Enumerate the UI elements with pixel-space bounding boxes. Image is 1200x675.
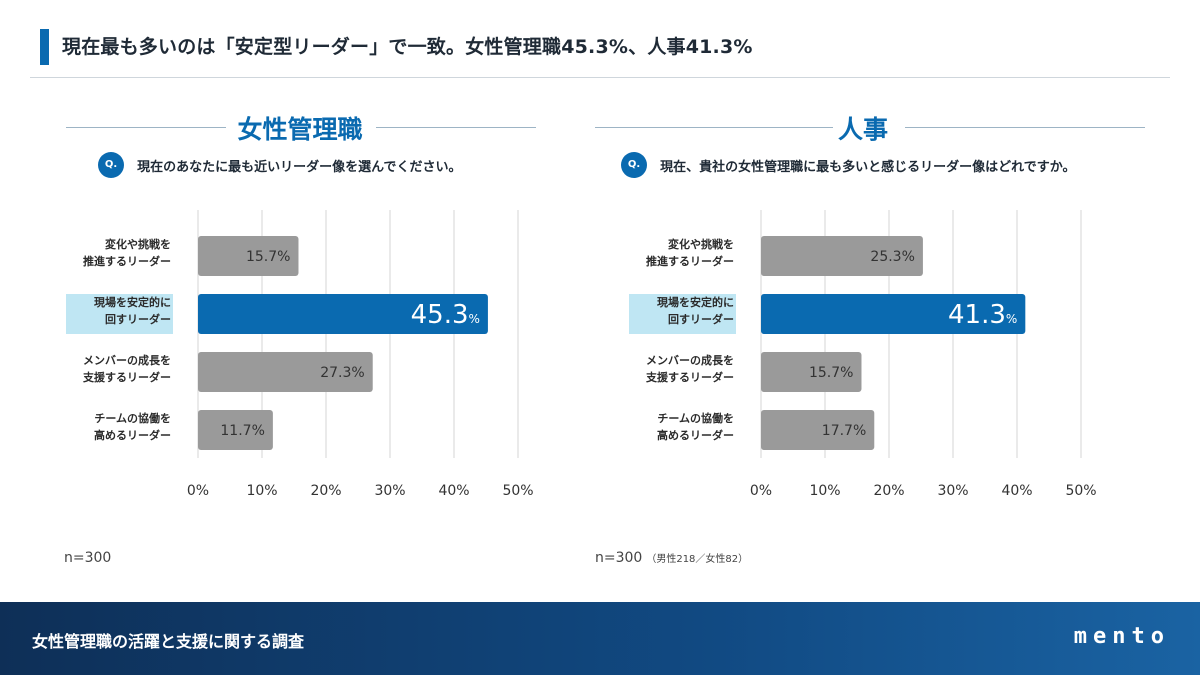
title-line-left [595,127,833,128]
category-label: メンバーの成長を [83,353,171,367]
question-icon: Q. [98,152,124,178]
bar [761,236,923,276]
footer-bar: 女性管理職の活躍と支援に関する調査 mento [0,602,1200,675]
sample-size-label: n=300 （男性218／女性82） [595,550,748,566]
panel-title-row: 人事 [583,110,1145,146]
data-label: 11.7% [220,423,264,439]
sample-size-breakdown: （男性218／女性82） [646,554,749,565]
data-label: 17.7% [822,423,866,439]
bar [198,294,488,334]
data-label: 27.3% [320,365,364,381]
panel-title: 人事 [837,115,888,144]
bar [198,236,299,276]
data-label: 15.7% [246,249,290,265]
category-label: 現場を安定的に [657,295,734,309]
sample-size: n=300 [595,550,643,566]
sample-size-label: n=300 [64,550,115,566]
category-label: 変化や挑戦を [668,237,734,251]
category-label: 現場を安定的に [94,295,171,309]
category-label: 支援するリーダー [645,370,734,384]
x-tick-label: 10% [246,483,277,499]
sample-size: n=300 [64,550,112,566]
x-tick-label: 0% [750,483,772,499]
footer-survey-title: 女性管理職の活躍と支援に関する調査 [32,632,305,651]
header-accent-bar [40,29,49,65]
question-row: Q. 現在、貴社の女性管理職に最も多いと感じるリーダー像はどれですか。 [621,152,1075,180]
question-icon: Q. [621,152,647,178]
question-text: 現在、貴社の女性管理職に最も多いと感じるリーダー像はどれですか。 [660,159,1076,175]
bar [761,294,1026,334]
bar [761,410,875,450]
title-line-left [66,127,226,128]
data-label: 15.7% [809,365,853,381]
question-row: Q. 現在のあなたに最も近いリーダー像を選んでください。 [98,152,461,180]
bar [761,352,862,392]
category-label: 高めるリーダー [94,428,171,442]
category-label: メンバーの成長を [646,353,734,367]
bar [198,410,273,450]
category-label: 回すリーダー [668,312,734,326]
x-tick-label: 30% [374,483,405,499]
brand-logo: mento [1073,624,1170,649]
bar [198,352,373,392]
x-tick-label: 30% [937,483,968,499]
data-label-suffix: % [1006,312,1017,326]
x-tick-label: 0% [187,483,209,499]
x-tick-label: 20% [310,483,341,499]
x-tick-label: 40% [1001,483,1032,499]
x-tick-label: 50% [1065,483,1096,499]
data-label: 41.3% [948,300,1017,330]
title-line-right [376,127,536,128]
question-text: 現在のあなたに最も近いリーダー像を選んでください。 [137,159,462,175]
x-tick-label: 10% [809,483,840,499]
x-tick-label: 40% [438,483,469,499]
category-label: チームの協働を [657,411,734,425]
category-label: 回すリーダー [105,312,171,326]
highlight-label-bg [66,294,173,334]
category-label: 変化や挑戦を [105,237,171,251]
header-divider [30,77,1170,78]
category-label: 推進するリーダー [83,254,171,268]
panel-female-managers: 女性管理職 Q. 現在のあなたに最も近いリーダー像を選んでください。 0% 10%… [20,110,580,580]
x-tick-label: 50% [502,483,533,499]
category-label: 高めるリーダー [657,428,734,442]
page-title: 現在最も多いのは「安定型リーダー」で一致。女性管理職45.3%、人事41.3% [62,36,753,58]
panel-title: 女性管理職 [237,115,363,144]
data-label: 45.3% [411,300,480,330]
category-label: 推進するリーダー [646,254,734,268]
panel-hr: 人事 Q. 現在、貴社の女性管理職に最も多いと感じるリーダー像はどれですか。 0… [583,110,1145,580]
panel-title-row: 女性管理職 [20,110,580,146]
data-label: 25.3% [870,249,914,265]
highlight-label-bg [629,294,736,334]
title-line-right [905,127,1145,128]
data-label-suffix: % [469,312,480,326]
category-label: チームの協働を [94,411,171,425]
x-tick-label: 20% [873,483,904,499]
category-label: 支援するリーダー [82,370,171,384]
